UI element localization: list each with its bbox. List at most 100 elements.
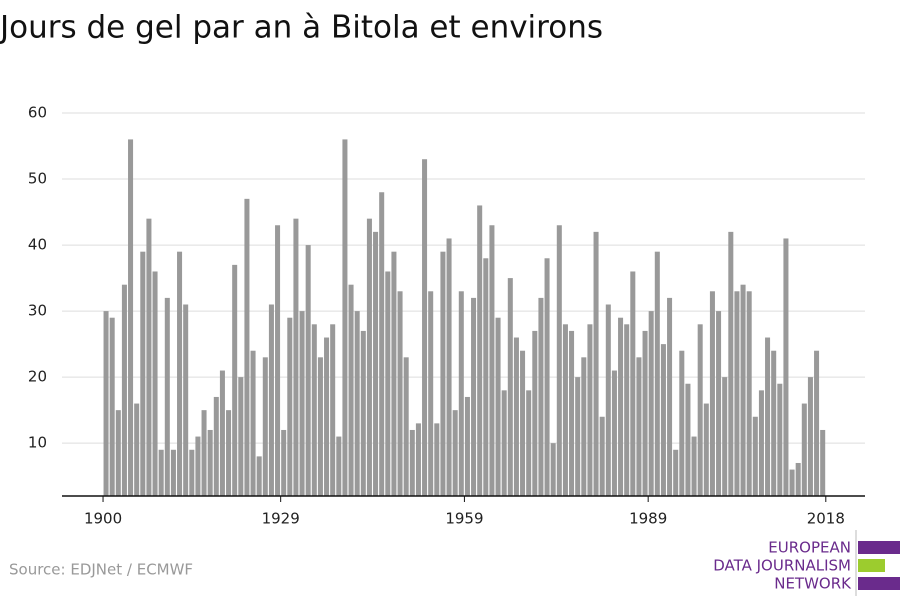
bar xyxy=(287,317,293,496)
bar xyxy=(360,330,366,496)
bar xyxy=(777,383,783,496)
logo-bar xyxy=(858,559,885,572)
bar xyxy=(605,304,611,496)
bar xyxy=(789,469,795,496)
bar xyxy=(275,225,281,497)
bar xyxy=(765,337,771,496)
bar xyxy=(348,284,354,496)
bar xyxy=(820,429,826,496)
bar xyxy=(758,390,764,496)
bar xyxy=(305,245,311,496)
y-tick-label: 50 xyxy=(28,170,47,188)
bar xyxy=(256,456,262,496)
bar xyxy=(556,225,562,497)
bar xyxy=(562,324,568,496)
bar xyxy=(238,377,244,496)
bar xyxy=(293,218,299,497)
x-tick-label: 1900 xyxy=(84,510,122,528)
bar xyxy=(177,251,183,496)
bar xyxy=(575,377,581,496)
bar xyxy=(709,291,715,496)
bar xyxy=(599,416,605,496)
bar xyxy=(342,139,348,496)
y-tick-label: 10 xyxy=(28,434,47,452)
bar xyxy=(391,251,397,496)
bar xyxy=(526,390,532,496)
bar xyxy=(201,410,207,496)
bar xyxy=(146,218,152,497)
bar xyxy=(501,390,507,496)
bar xyxy=(152,271,158,496)
bar xyxy=(581,357,587,496)
bar xyxy=(440,251,446,496)
bar xyxy=(685,383,691,496)
bar xyxy=(667,297,673,496)
bar xyxy=(795,462,801,496)
bar xyxy=(783,238,789,496)
bar xyxy=(207,429,213,496)
bar xyxy=(660,344,666,496)
bar xyxy=(379,192,385,496)
bar xyxy=(452,410,458,496)
logo-text: DATA JOURNALISM xyxy=(713,557,851,575)
bar xyxy=(636,357,642,496)
logo-text: EUROPEAN xyxy=(768,539,851,557)
bar xyxy=(183,304,189,496)
bar xyxy=(618,317,624,496)
bar xyxy=(538,297,544,496)
bar xyxy=(691,436,697,496)
bar xyxy=(642,330,648,496)
bar xyxy=(158,449,164,496)
y-tick-label: 60 xyxy=(28,104,47,122)
bar xyxy=(250,350,256,496)
bar xyxy=(544,258,550,496)
bar xyxy=(219,370,225,496)
bar xyxy=(354,311,360,496)
bar xyxy=(673,449,679,496)
bar xyxy=(324,337,330,496)
bar xyxy=(213,396,219,496)
bar xyxy=(262,357,268,496)
bar xyxy=(807,377,813,496)
bar xyxy=(268,304,274,496)
bar xyxy=(801,403,807,496)
bar xyxy=(740,284,746,496)
bar xyxy=(703,403,709,496)
bar xyxy=(134,403,140,496)
bar xyxy=(103,311,109,496)
bar xyxy=(385,271,391,496)
bar xyxy=(593,231,599,497)
bar xyxy=(716,311,722,496)
bar xyxy=(752,416,758,496)
chart-title: Jours de gel par an à Bitola et environs xyxy=(0,10,603,46)
bar xyxy=(722,377,728,496)
x-tick-label: 2018 xyxy=(807,510,845,528)
bar xyxy=(679,350,685,496)
bar xyxy=(446,238,452,496)
logo-bar xyxy=(858,577,900,590)
bar xyxy=(771,350,777,496)
bar xyxy=(624,324,630,496)
bar xyxy=(697,324,703,496)
bar xyxy=(317,357,323,496)
bar xyxy=(403,357,409,496)
y-tick-label: 30 xyxy=(28,302,47,320)
bar xyxy=(140,251,146,496)
bar xyxy=(330,324,336,496)
bar xyxy=(422,159,428,497)
bar xyxy=(281,429,287,496)
bar xyxy=(128,139,134,496)
bar xyxy=(728,231,734,497)
bar xyxy=(648,311,654,496)
bar xyxy=(226,410,232,496)
logo-bar xyxy=(858,541,900,554)
x-tick-label: 1959 xyxy=(445,510,483,528)
bar xyxy=(458,291,464,496)
bar xyxy=(734,291,740,496)
bar xyxy=(520,350,526,496)
bar xyxy=(507,278,513,496)
logo-text: NETWORK xyxy=(774,575,852,593)
bar xyxy=(654,251,660,496)
bar xyxy=(336,436,342,496)
bar xyxy=(434,423,440,496)
